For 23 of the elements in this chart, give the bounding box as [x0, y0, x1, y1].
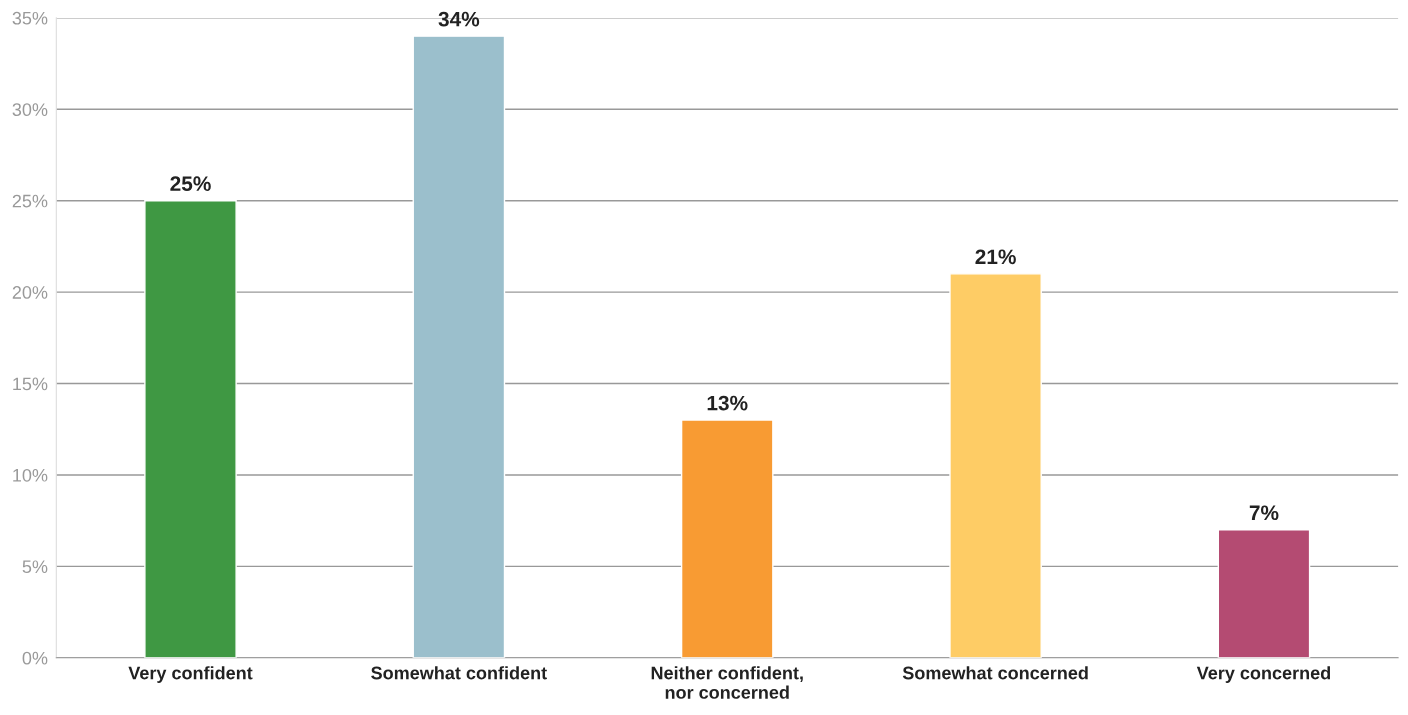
x-tick-label: Somewhat concerned — [902, 666, 1088, 680]
data-label: 34% — [438, 11, 480, 27]
bar — [144, 200, 237, 658]
y-tick-label: 5% — [22, 560, 48, 574]
bar — [1217, 529, 1311, 658]
bar — [412, 35, 506, 658]
x-tick-label: Somewhat confident — [371, 666, 547, 680]
y-tick-label: 10% — [13, 468, 48, 482]
x-tick-label: Very confident — [128, 666, 253, 683]
data-label: 13% — [707, 395, 748, 411]
bar — [949, 273, 1042, 658]
bar — [680, 419, 774, 658]
y-tick-label: 35% — [12, 11, 48, 25]
data-label: 25% — [170, 176, 211, 192]
y-tick-label: 15% — [13, 377, 48, 391]
data-label: 7% — [1249, 505, 1279, 521]
y-tick-label: 30% — [12, 103, 48, 117]
y-tick-label: 20% — [12, 286, 48, 299]
x-tick-label: Very concerned — [1196, 666, 1331, 683]
x-tick-label: Neither confident, nor concerned — [651, 666, 803, 699]
y-tick-label: 25% — [12, 194, 48, 208]
y-tick-label: 0% — [22, 651, 48, 665]
data-label: 21% — [975, 249, 1016, 265]
